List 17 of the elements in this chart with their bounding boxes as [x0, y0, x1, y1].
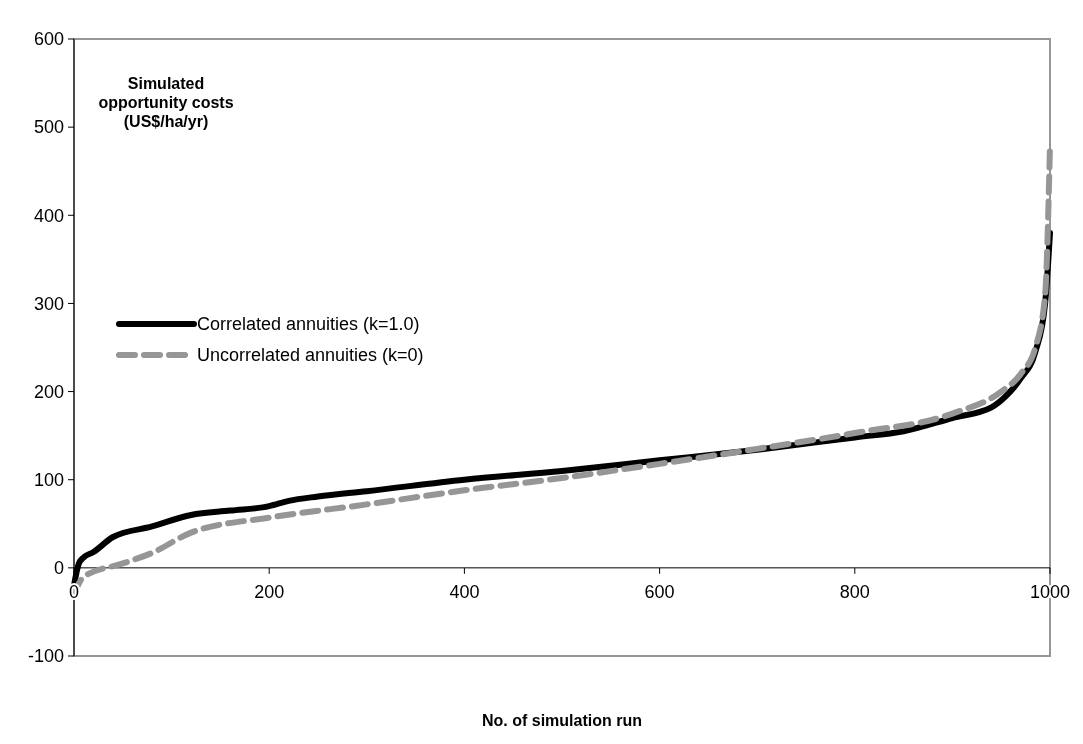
x-axis-title: No. of simulation run [482, 712, 642, 729]
y-tick-label: 600 [33, 29, 64, 50]
x-tick-label: 400 [449, 581, 480, 602]
legend-label: Uncorrelated annuities (k=0) [197, 345, 424, 366]
y-tick-label: 0 [53, 558, 64, 579]
y-axis-title: Simulated opportunity costs (US$/ha/yr) [98, 75, 234, 130]
y-tick-label: 400 [33, 205, 64, 226]
x-tick-label: 600 [644, 581, 675, 602]
y-tick-label: 100 [33, 470, 64, 491]
y-tick-label: 500 [33, 117, 64, 138]
x-tick-label: 200 [254, 581, 285, 602]
x-tick-label: 1000 [1029, 581, 1071, 602]
y-tick-label: -100 [27, 646, 64, 667]
y-tick-label: 200 [33, 381, 64, 402]
y-tick-label: 300 [33, 293, 64, 314]
legend-label: Correlated annuities (k=1.0) [197, 314, 420, 335]
x-tick-label: 800 [839, 581, 870, 602]
